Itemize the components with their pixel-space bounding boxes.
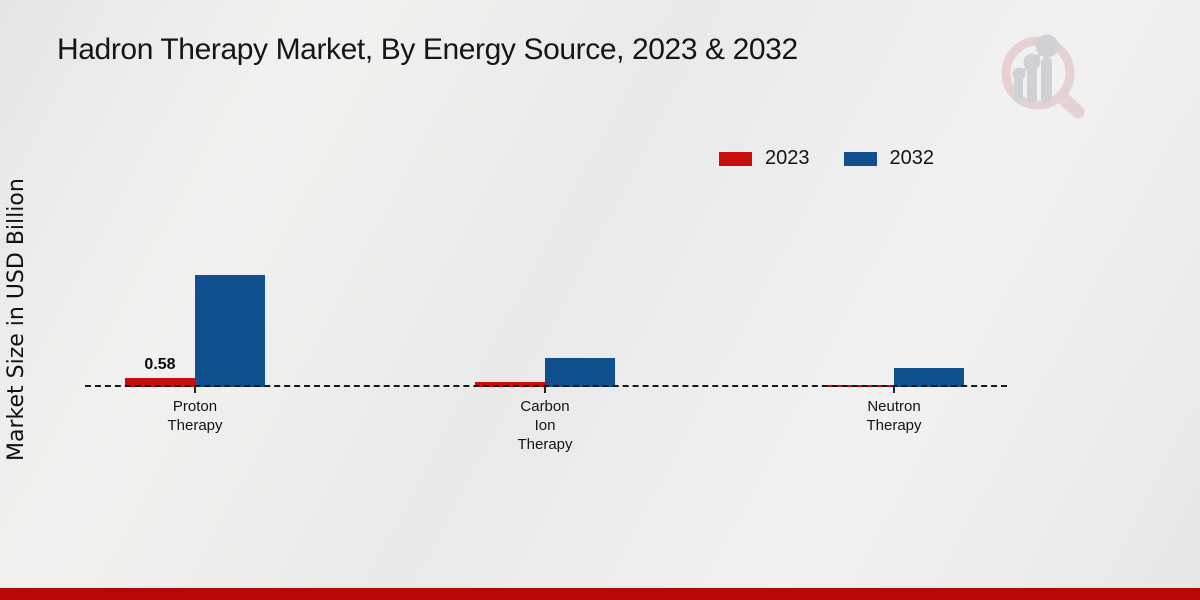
magnifier-bar-chart-icon [1001, 34, 1085, 119]
legend-swatch-2032 [843, 151, 877, 166]
category-label-neutron-therapy: Neutron Therapy [866, 398, 922, 434]
bar-2023-carbon-ion-therapy [475, 382, 545, 387]
bar-2032-proton-therapy [195, 275, 265, 387]
x-axis-tick-carbon-ion-therapy [544, 387, 546, 393]
bar-2023-proton-therapy [125, 378, 195, 387]
bar-2032-neutron-therapy [894, 368, 964, 387]
bar-2032-carbon-ion-therapy [545, 358, 615, 387]
market-research-logo [998, 26, 1090, 119]
chart-legend: 2023 2032 [719, 147, 934, 170]
legend-label: 2032 [889, 147, 935, 169]
value-label-2023-proton-therapy: 0.58 [144, 356, 176, 373]
legend-item-2032: 2032 [843, 147, 935, 170]
bottom-accent-bar [0, 588, 1200, 600]
category-label-proton-therapy: Proton Therapy [167, 398, 223, 434]
x-axis-tick-neutron-therapy [893, 387, 895, 393]
x-axis-baseline [85, 385, 1007, 387]
legend-item-2023: 2023 [719, 147, 810, 170]
legend-swatch-2023 [719, 151, 752, 166]
category-label-carbon-ion-therapy: Carbon Ion Therapy [517, 398, 573, 453]
chart-title: Hadron Therapy Market, By Energy Source,… [57, 33, 798, 66]
x-axis-tick-proton-therapy [194, 387, 196, 393]
legend-label: 2023 [765, 147, 810, 169]
